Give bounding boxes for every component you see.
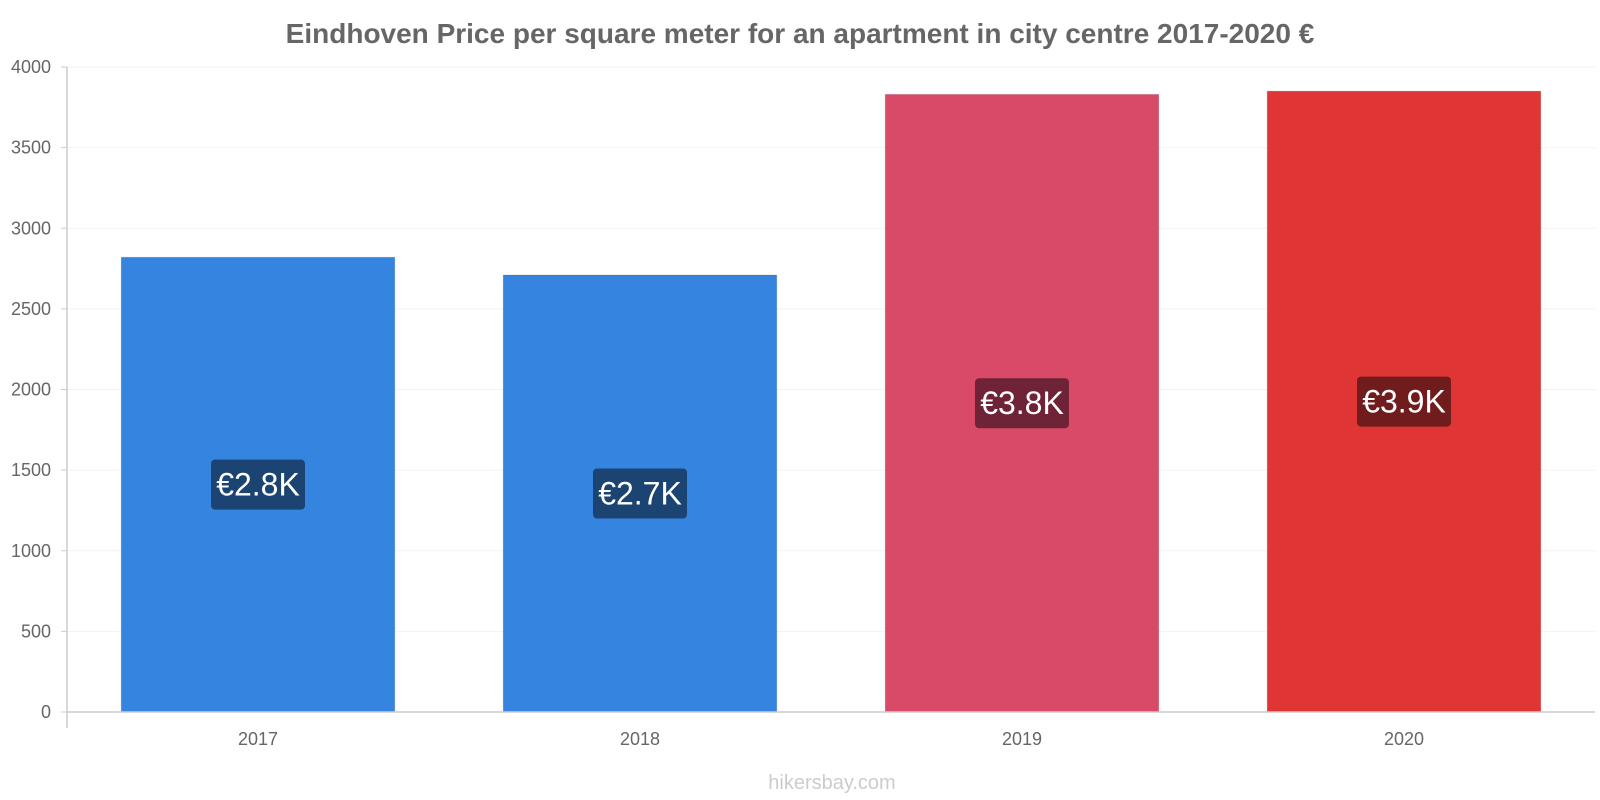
y-tick-label: 0 <box>41 702 51 722</box>
data-label-box <box>1357 376 1451 427</box>
y-tick-label: 3000 <box>11 218 51 238</box>
data-label-box <box>593 468 687 519</box>
y-tick-label: 4000 <box>11 57 51 77</box>
y-tick-label: 500 <box>21 621 51 641</box>
y-tick-label: 1000 <box>11 541 51 561</box>
data-label-box <box>975 378 1069 429</box>
data-label: €3.9K <box>1362 384 1446 420</box>
source-watermark: hikersbay.com <box>768 772 895 794</box>
data-label: €3.8K <box>980 385 1064 421</box>
y-tick-label: 2000 <box>11 380 51 400</box>
data-labels: €2.8K €2.7K €3.8K €3.9K <box>211 376 1451 519</box>
y-tick-label: 2500 <box>11 299 51 319</box>
chart-title: Eindhoven Price per square meter for an … <box>286 18 1315 49</box>
x-tick-label: 2019 <box>1002 729 1042 749</box>
data-label: €2.8K <box>216 467 300 503</box>
data-label: €2.7K <box>598 476 682 512</box>
y-tick-label: 1500 <box>11 460 51 480</box>
x-axis-ticks: 2017 2018 2019 2020 <box>238 729 1424 749</box>
x-tick-label: 2018 <box>620 729 660 749</box>
y-axis-ticks: 0 500 1000 1500 2000 2500 3000 3500 4000 <box>11 57 67 722</box>
bars <box>120 90 1542 713</box>
y-tick-label: 3500 <box>11 138 51 158</box>
axes <box>66 67 1595 728</box>
data-label-box <box>211 459 305 510</box>
x-tick-label: 2017 <box>238 729 278 749</box>
x-tick-label: 2020 <box>1384 729 1424 749</box>
